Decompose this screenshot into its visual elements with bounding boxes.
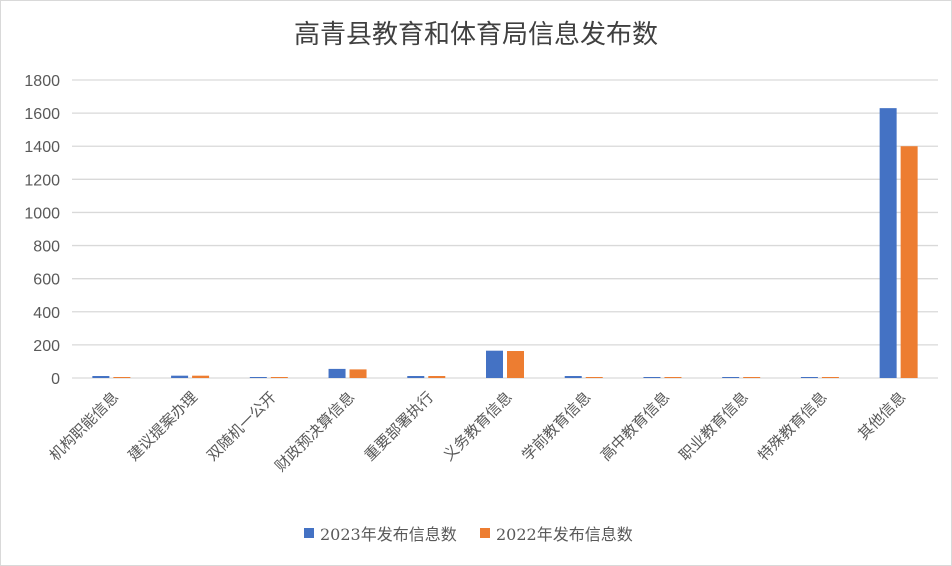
x-tick-label: 其他信息 — [854, 388, 909, 443]
legend: 2023年发布信息数 2022年发布信息数 — [304, 525, 633, 544]
bar-2022 — [900, 146, 918, 378]
legend-label-2022: 2022年发布信息数 — [496, 525, 633, 544]
bar-2023 — [564, 376, 582, 378]
bar-2023 — [249, 377, 267, 378]
x-tick-label: 机构职能信息 — [46, 388, 122, 464]
bar-2022 — [743, 377, 761, 378]
x-tick-label: 学前教育信息 — [518, 388, 594, 464]
y-tick-label: 0 — [51, 371, 60, 388]
bar-2022 — [270, 377, 288, 378]
x-tick-label: 义务教育信息 — [439, 388, 515, 464]
y-tick-label: 1800 — [24, 73, 60, 90]
legend-label-2023: 2023年发布信息数 — [320, 525, 457, 544]
bar-2023 — [328, 368, 346, 378]
x-tick-label: 双随机一公开 — [203, 388, 279, 464]
bar-2022 — [349, 369, 367, 378]
x-tick-label: 特殊教育信息 — [754, 388, 830, 464]
bar-2022 — [507, 351, 524, 378]
y-tick-label: 800 — [33, 239, 60, 256]
chart-title: 高青县教育和体育局信息发布数 — [294, 20, 658, 50]
y-tick-label: 1400 — [24, 139, 60, 156]
bar-2022 — [428, 376, 446, 378]
y-tick-label: 1000 — [24, 205, 60, 222]
x-tick-label: 建议提案办理 — [125, 388, 201, 464]
x-tick-label: 高中教育信息 — [597, 388, 673, 464]
legend-swatch-2023 — [304, 528, 314, 538]
bar-2022 — [113, 377, 131, 378]
y-tick-label: 1200 — [24, 172, 60, 189]
y-tick-label: 1600 — [24, 106, 60, 123]
bar-2023 — [800, 377, 818, 378]
bar-2022 — [821, 377, 839, 378]
bar-2023 — [92, 376, 110, 378]
y-tick-label: 400 — [33, 305, 60, 322]
x-tick-label: 职业教育信息 — [676, 388, 752, 464]
bar-2022 — [192, 375, 210, 378]
bar-2023 — [722, 377, 740, 378]
bar-2023 — [486, 350, 503, 378]
bar-2022 — [585, 377, 603, 378]
legend-swatch-2022 — [480, 528, 490, 538]
bar-2023 — [879, 108, 897, 379]
bar-2023 — [171, 375, 189, 378]
bar-2023 — [643, 377, 661, 378]
y-tick-label: 600 — [33, 272, 60, 289]
bar-2023 — [407, 376, 425, 378]
y-tick-label: 200 — [33, 338, 60, 355]
x-tick-label: 财政预决算信息 — [271, 388, 358, 475]
x-tick-label: 重要部署执行 — [361, 388, 437, 464]
bar-2022 — [664, 377, 682, 378]
